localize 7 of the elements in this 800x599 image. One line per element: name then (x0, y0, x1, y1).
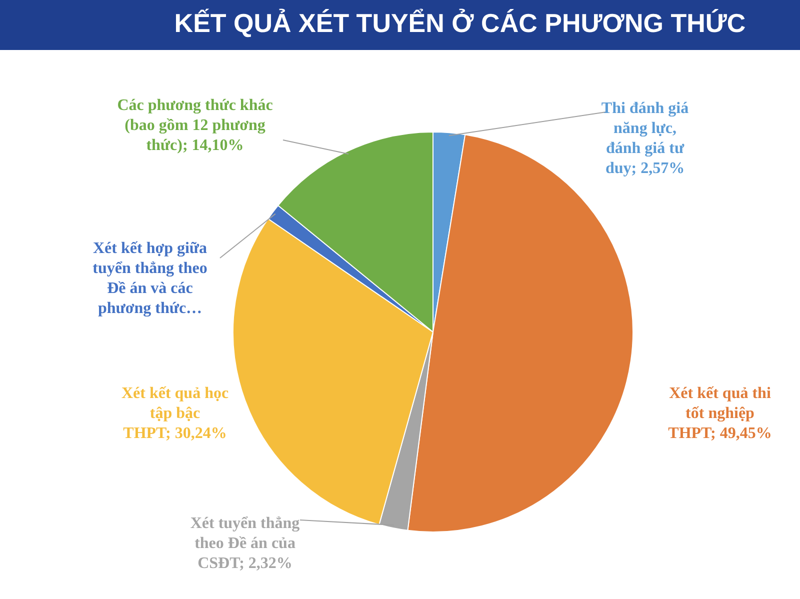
slice-label: Xét tuyển thẳng theo Đề án của CSĐT; 2,32% (190, 515, 300, 572)
slice-label: Xét kết quả học tập bậc THPT; 30,24% (121, 385, 229, 442)
chart-title: KẾT QUẢ XÉT TUYỂN Ở CÁC PHƯƠNG THỨC (174, 8, 746, 38)
slice-label: Các phương thức khác (bao gồm 12 phương thức); 14,10% (117, 97, 273, 154)
slice-label: Xét kết quả thi tốt nghiệp THPT; 49,45% (668, 385, 772, 442)
slice-label: Xét kết hợp giữa tuyển thẳng theo Đề án và các phương thức… (92, 240, 208, 317)
slice-label: Thi đánh giá năng lực, đánh giá tư duy; 2,57% (601, 100, 689, 177)
